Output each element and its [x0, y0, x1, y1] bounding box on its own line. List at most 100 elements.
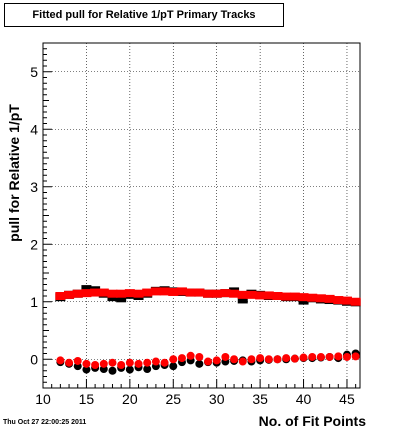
data-point-square [281, 292, 292, 301]
x-tick-label: 20 [122, 391, 138, 407]
data-point-circle [342, 352, 351, 361]
data-point-circle [195, 359, 204, 368]
data-point-circle [195, 352, 204, 361]
chart-grid [42, 43, 360, 388]
data-point-square [324, 294, 335, 303]
data-point-square [72, 289, 83, 298]
data-point-circle [264, 355, 273, 364]
data-point-square [263, 291, 274, 300]
data-point-square [107, 289, 118, 298]
data-point-circle [134, 359, 143, 368]
plot-frame [42, 42, 361, 389]
data-point-square [350, 297, 361, 306]
data-point-circle [308, 352, 317, 361]
data-point-square [159, 287, 170, 296]
data-point-circle [247, 355, 256, 364]
data-point-square [298, 293, 309, 302]
data-point-square [81, 289, 92, 298]
data-point-circle [117, 361, 126, 369]
timestamp-label: Thu Oct 27 22:00:25 2011 [3, 419, 87, 426]
data-point-circle [351, 352, 360, 361]
x-tick-label: 30 [209, 391, 225, 407]
data-point-circle [65, 358, 74, 367]
data-point-circle [143, 365, 152, 374]
data-point-circle [82, 365, 91, 374]
data-point-circle [177, 354, 186, 363]
x-tick-label: 45 [339, 391, 355, 407]
data-point-square [341, 296, 352, 305]
data-point-square [150, 287, 161, 296]
x-tick-label: 40 [296, 391, 312, 407]
data-point-square [185, 288, 196, 297]
data-point-circle [204, 357, 213, 366]
data-point-circle [334, 352, 343, 361]
data-point-circle [316, 352, 325, 361]
data-point-circle [186, 351, 195, 360]
x-tick-label: 10 [35, 391, 51, 407]
y-tick-label: 5 [30, 64, 38, 80]
data-point-circle [169, 355, 178, 364]
data-point-circle [299, 353, 308, 362]
data-point-square [237, 295, 248, 304]
data-point-circle [273, 355, 282, 364]
data-point-square [203, 289, 214, 298]
data-point-circle [221, 352, 230, 361]
data-point-square [124, 289, 135, 298]
data-point-circle [256, 354, 265, 363]
data-point-circle [91, 361, 100, 369]
data-point-square [229, 289, 240, 298]
data-point-circle [290, 354, 299, 363]
x-tick-label: 35 [252, 391, 268, 407]
data-point-circle [169, 362, 178, 371]
data-point-circle [99, 359, 108, 368]
data-point-square [315, 294, 326, 303]
data-point-circle [238, 357, 247, 366]
x-tick-label: 25 [165, 391, 181, 407]
axis-ticks [42, 42, 357, 389]
data-point-square [55, 292, 66, 300]
y-tick-label: 1 [30, 294, 38, 310]
data-point-circle [56, 356, 65, 365]
data-point-square [255, 291, 266, 300]
data-point-square [289, 292, 300, 301]
data-point-square [307, 293, 318, 302]
data-point-square [142, 288, 153, 297]
data-point-circle [73, 356, 82, 365]
data-point-square [333, 296, 344, 305]
y-tick-label: 4 [30, 121, 38, 137]
data-point-circle [82, 359, 91, 368]
y-tick-label: 2 [30, 236, 38, 252]
data-point-circle [282, 354, 291, 363]
data-point-square [168, 287, 179, 296]
data-point-square [116, 294, 127, 303]
data-point-square [220, 289, 231, 298]
data-point-square [64, 290, 75, 299]
data-point-circle [125, 358, 134, 367]
data-point-circle [230, 355, 239, 364]
data-point-square [211, 289, 222, 298]
data-point-square [133, 289, 144, 298]
data-point-circle [325, 352, 334, 361]
chart-title-box: Fitted pull for Relative 1/pT Primary Tr… [4, 3, 284, 27]
x-tick-label: 15 [79, 391, 95, 407]
data-point-circle [125, 365, 134, 374]
data-point-circle [108, 366, 117, 375]
data-point-circle [160, 358, 169, 367]
data-point-square [81, 285, 92, 294]
data-point-square [116, 289, 127, 298]
data-point-square [237, 290, 248, 299]
x-axis-title: No. of Fit Points [259, 413, 367, 429]
y-tick-label: 3 [30, 179, 38, 195]
chart-marks [55, 285, 361, 375]
y-axis-title: pull for Relative 1/pT [6, 104, 22, 242]
data-point-circle [143, 358, 152, 367]
y-tick-label: 0 [30, 351, 38, 367]
data-point-square [176, 287, 187, 296]
data-point-circle [108, 358, 117, 367]
data-point-circle [212, 356, 221, 365]
data-point-circle [151, 357, 160, 366]
chart-title: Fitted pull for Relative 1/pT Primary Tr… [32, 9, 256, 21]
data-point-square [90, 288, 101, 297]
